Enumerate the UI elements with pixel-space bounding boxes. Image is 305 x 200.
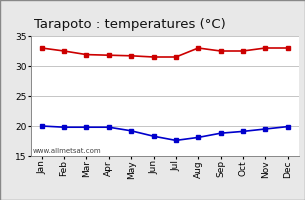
Text: www.allmetsat.com: www.allmetsat.com bbox=[33, 148, 102, 154]
Text: Tarapoto : temperatures (°C): Tarapoto : temperatures (°C) bbox=[34, 18, 225, 31]
